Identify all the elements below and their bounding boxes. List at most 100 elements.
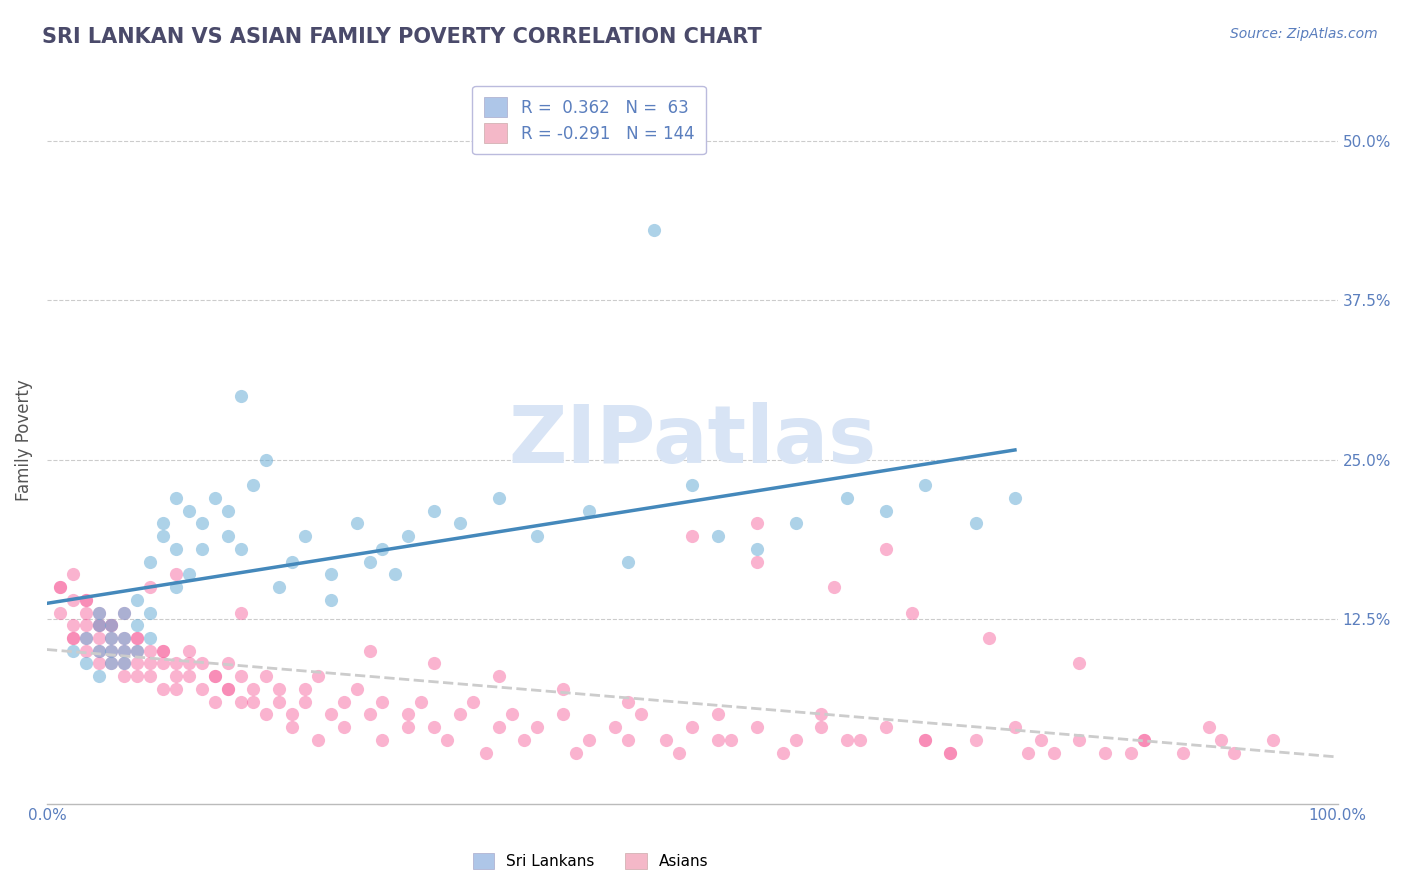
- Point: [229, 541, 252, 556]
- Point: [127, 669, 149, 683]
- Point: [436, 733, 458, 747]
- Point: [319, 567, 342, 582]
- Point: [307, 733, 329, 747]
- Point: [165, 541, 187, 556]
- Point: [396, 707, 419, 722]
- Point: [1198, 720, 1220, 734]
- Point: [165, 657, 187, 671]
- Point: [62, 631, 84, 645]
- Point: [1261, 733, 1284, 747]
- Point: [152, 681, 174, 696]
- Point: [526, 529, 548, 543]
- Point: [371, 541, 394, 556]
- Point: [269, 580, 291, 594]
- Point: [1133, 733, 1156, 747]
- Point: [396, 720, 419, 734]
- Text: Source: ZipAtlas.com: Source: ZipAtlas.com: [1230, 27, 1378, 41]
- Point: [965, 733, 987, 747]
- Point: [139, 606, 162, 620]
- Point: [127, 592, 149, 607]
- Point: [979, 631, 1001, 645]
- Point: [217, 529, 239, 543]
- Point: [75, 618, 97, 632]
- Point: [359, 555, 381, 569]
- Point: [127, 644, 149, 658]
- Point: [177, 567, 200, 582]
- Point: [204, 491, 226, 505]
- Point: [526, 720, 548, 734]
- Point: [112, 644, 135, 658]
- Point: [139, 644, 162, 658]
- Point: [112, 606, 135, 620]
- Point: [112, 657, 135, 671]
- Point: [75, 631, 97, 645]
- Point: [668, 746, 690, 760]
- Point: [75, 592, 97, 607]
- Point: [191, 516, 214, 531]
- Point: [100, 618, 122, 632]
- Point: [1133, 733, 1156, 747]
- Point: [837, 491, 859, 505]
- Point: [578, 503, 600, 517]
- Point: [384, 567, 406, 582]
- Point: [112, 606, 135, 620]
- Point: [191, 541, 214, 556]
- Point: [810, 720, 832, 734]
- Point: [745, 516, 768, 531]
- Point: [217, 503, 239, 517]
- Point: [707, 529, 730, 543]
- Point: [75, 657, 97, 671]
- Point: [914, 733, 936, 747]
- Point: [242, 478, 264, 492]
- Point: [1171, 746, 1194, 760]
- Point: [616, 733, 638, 747]
- Point: [501, 707, 523, 722]
- Point: [100, 631, 122, 645]
- Point: [745, 541, 768, 556]
- Point: [346, 681, 368, 696]
- Point: [681, 478, 703, 492]
- Legend: R =  0.362   N =  63, R = -0.291   N = 144: R = 0.362 N = 63, R = -0.291 N = 144: [472, 86, 706, 154]
- Point: [177, 669, 200, 683]
- Point: [939, 746, 962, 760]
- Point: [630, 707, 652, 722]
- Point: [87, 606, 110, 620]
- Point: [165, 491, 187, 505]
- Point: [281, 555, 304, 569]
- Point: [488, 720, 510, 734]
- Point: [139, 631, 162, 645]
- Point: [127, 631, 149, 645]
- Point: [87, 644, 110, 658]
- Point: [152, 644, 174, 658]
- Point: [1094, 746, 1116, 760]
- Point: [127, 657, 149, 671]
- Point: [346, 516, 368, 531]
- Point: [513, 733, 536, 747]
- Point: [177, 503, 200, 517]
- Point: [565, 746, 588, 760]
- Point: [319, 592, 342, 607]
- Point: [810, 707, 832, 722]
- Text: SRI LANKAN VS ASIAN FAMILY POVERTY CORRELATION CHART: SRI LANKAN VS ASIAN FAMILY POVERTY CORRE…: [42, 27, 762, 46]
- Point: [62, 567, 84, 582]
- Point: [112, 669, 135, 683]
- Point: [875, 503, 897, 517]
- Point: [1004, 491, 1026, 505]
- Point: [1042, 746, 1064, 760]
- Point: [152, 529, 174, 543]
- Point: [112, 631, 135, 645]
- Point: [449, 707, 471, 722]
- Point: [914, 733, 936, 747]
- Point: [204, 669, 226, 683]
- Point: [75, 631, 97, 645]
- Point: [578, 733, 600, 747]
- Point: [1029, 733, 1052, 747]
- Point: [603, 720, 626, 734]
- Point: [1017, 746, 1039, 760]
- Point: [191, 657, 214, 671]
- Point: [139, 580, 162, 594]
- Point: [939, 746, 962, 760]
- Point: [139, 669, 162, 683]
- Point: [177, 644, 200, 658]
- Point: [281, 707, 304, 722]
